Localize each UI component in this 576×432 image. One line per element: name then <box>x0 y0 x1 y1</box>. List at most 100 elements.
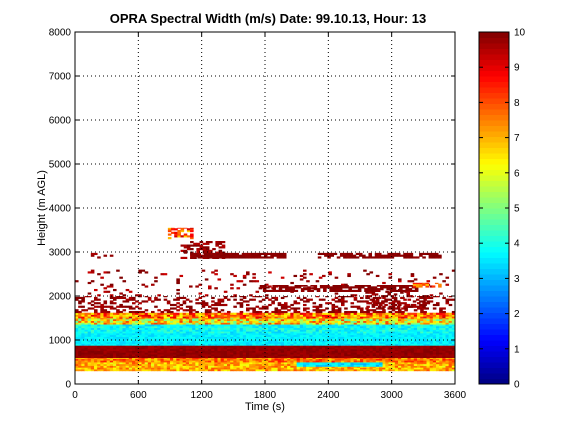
data-cell <box>138 360 142 363</box>
data-cell <box>122 345 127 348</box>
data-cell <box>306 316 310 319</box>
data-cell <box>135 352 139 355</box>
data-cell <box>322 314 326 317</box>
data-cell <box>315 322 320 325</box>
data-cell <box>249 340 253 343</box>
data-cell <box>306 360 310 363</box>
data-cell <box>388 341 393 344</box>
data-cell <box>277 327 282 330</box>
data-cell <box>195 334 199 337</box>
data-cell <box>334 325 339 329</box>
data-cell <box>391 336 396 339</box>
data-cell <box>163 341 168 344</box>
data-cell <box>274 347 279 350</box>
data-cell <box>366 329 370 332</box>
data-cell <box>404 334 408 337</box>
data-cell <box>132 322 136 325</box>
data-cell <box>385 350 389 353</box>
data-cell <box>119 324 123 327</box>
data-cell <box>182 338 187 341</box>
data-cell <box>151 300 155 303</box>
data-cell <box>407 348 412 351</box>
data-cell <box>299 350 304 353</box>
data-cell <box>388 362 393 365</box>
data-cell <box>338 289 343 292</box>
data-cell <box>261 331 266 334</box>
data-cell <box>239 367 244 370</box>
data-cell <box>78 362 82 365</box>
data-cell <box>318 310 323 314</box>
data-cell <box>401 350 405 353</box>
data-cell <box>125 325 130 329</box>
data-cell <box>322 355 326 358</box>
data-cell <box>426 280 431 283</box>
data-cell <box>294 286 299 289</box>
data-cell <box>360 307 364 310</box>
data-cell <box>287 329 291 332</box>
data-cell <box>271 347 275 350</box>
data-cell <box>176 327 180 330</box>
data-cell <box>293 307 298 310</box>
data-cell <box>249 350 253 353</box>
data-cell <box>230 367 234 370</box>
data-cell <box>417 316 421 319</box>
data-cell <box>265 296 269 300</box>
data-cell <box>373 286 378 289</box>
data-cell <box>337 310 342 314</box>
data-cell <box>341 340 345 343</box>
data-cell <box>432 322 437 325</box>
data-cell <box>223 369 228 372</box>
data-cell <box>138 318 142 322</box>
data-cell <box>227 314 231 317</box>
data-cell <box>382 310 386 314</box>
data-cell <box>230 363 234 366</box>
data-cell <box>405 289 409 292</box>
data-cell <box>290 316 294 319</box>
data-cell <box>166 341 171 344</box>
data-cell <box>182 309 187 312</box>
data-cell <box>192 318 196 320</box>
data-cell <box>147 352 152 355</box>
data-cell <box>445 302 450 305</box>
data-cell <box>223 338 228 341</box>
data-cell <box>262 289 267 292</box>
data-cell <box>350 343 355 346</box>
data-cell <box>157 355 161 358</box>
data-cell <box>442 347 446 350</box>
data-cell <box>138 365 142 368</box>
data-cell <box>426 360 431 363</box>
data-cell <box>341 329 345 332</box>
data-cell <box>299 369 304 372</box>
data-cell <box>445 276 450 279</box>
data-cell <box>182 332 187 336</box>
data-cell <box>315 314 320 317</box>
data-cell <box>375 310 380 314</box>
data-cell <box>179 338 184 341</box>
data-cell <box>277 367 282 370</box>
data-cell <box>198 331 203 334</box>
data-cell <box>246 316 250 319</box>
data-cell <box>410 354 415 357</box>
data-cell <box>337 343 342 346</box>
data-cell <box>265 318 269 322</box>
data-cell <box>116 305 120 308</box>
data-cell <box>252 318 256 320</box>
data-cell <box>404 307 408 310</box>
data-cell <box>182 329 187 332</box>
data-cell <box>356 307 361 310</box>
data-cell <box>394 331 399 334</box>
data-cell <box>382 341 386 344</box>
data-cell <box>284 362 288 365</box>
data-cell <box>182 347 187 350</box>
data-cell <box>265 355 269 358</box>
data-cell <box>277 314 282 317</box>
data-cell <box>303 340 307 343</box>
data-cell <box>151 340 155 343</box>
data-cell <box>198 343 203 346</box>
data-cell <box>116 318 120 320</box>
data-cell <box>135 347 139 350</box>
data-cell <box>147 362 152 365</box>
data-cell <box>410 332 415 336</box>
data-cell <box>170 365 174 368</box>
data-cell <box>242 322 247 325</box>
